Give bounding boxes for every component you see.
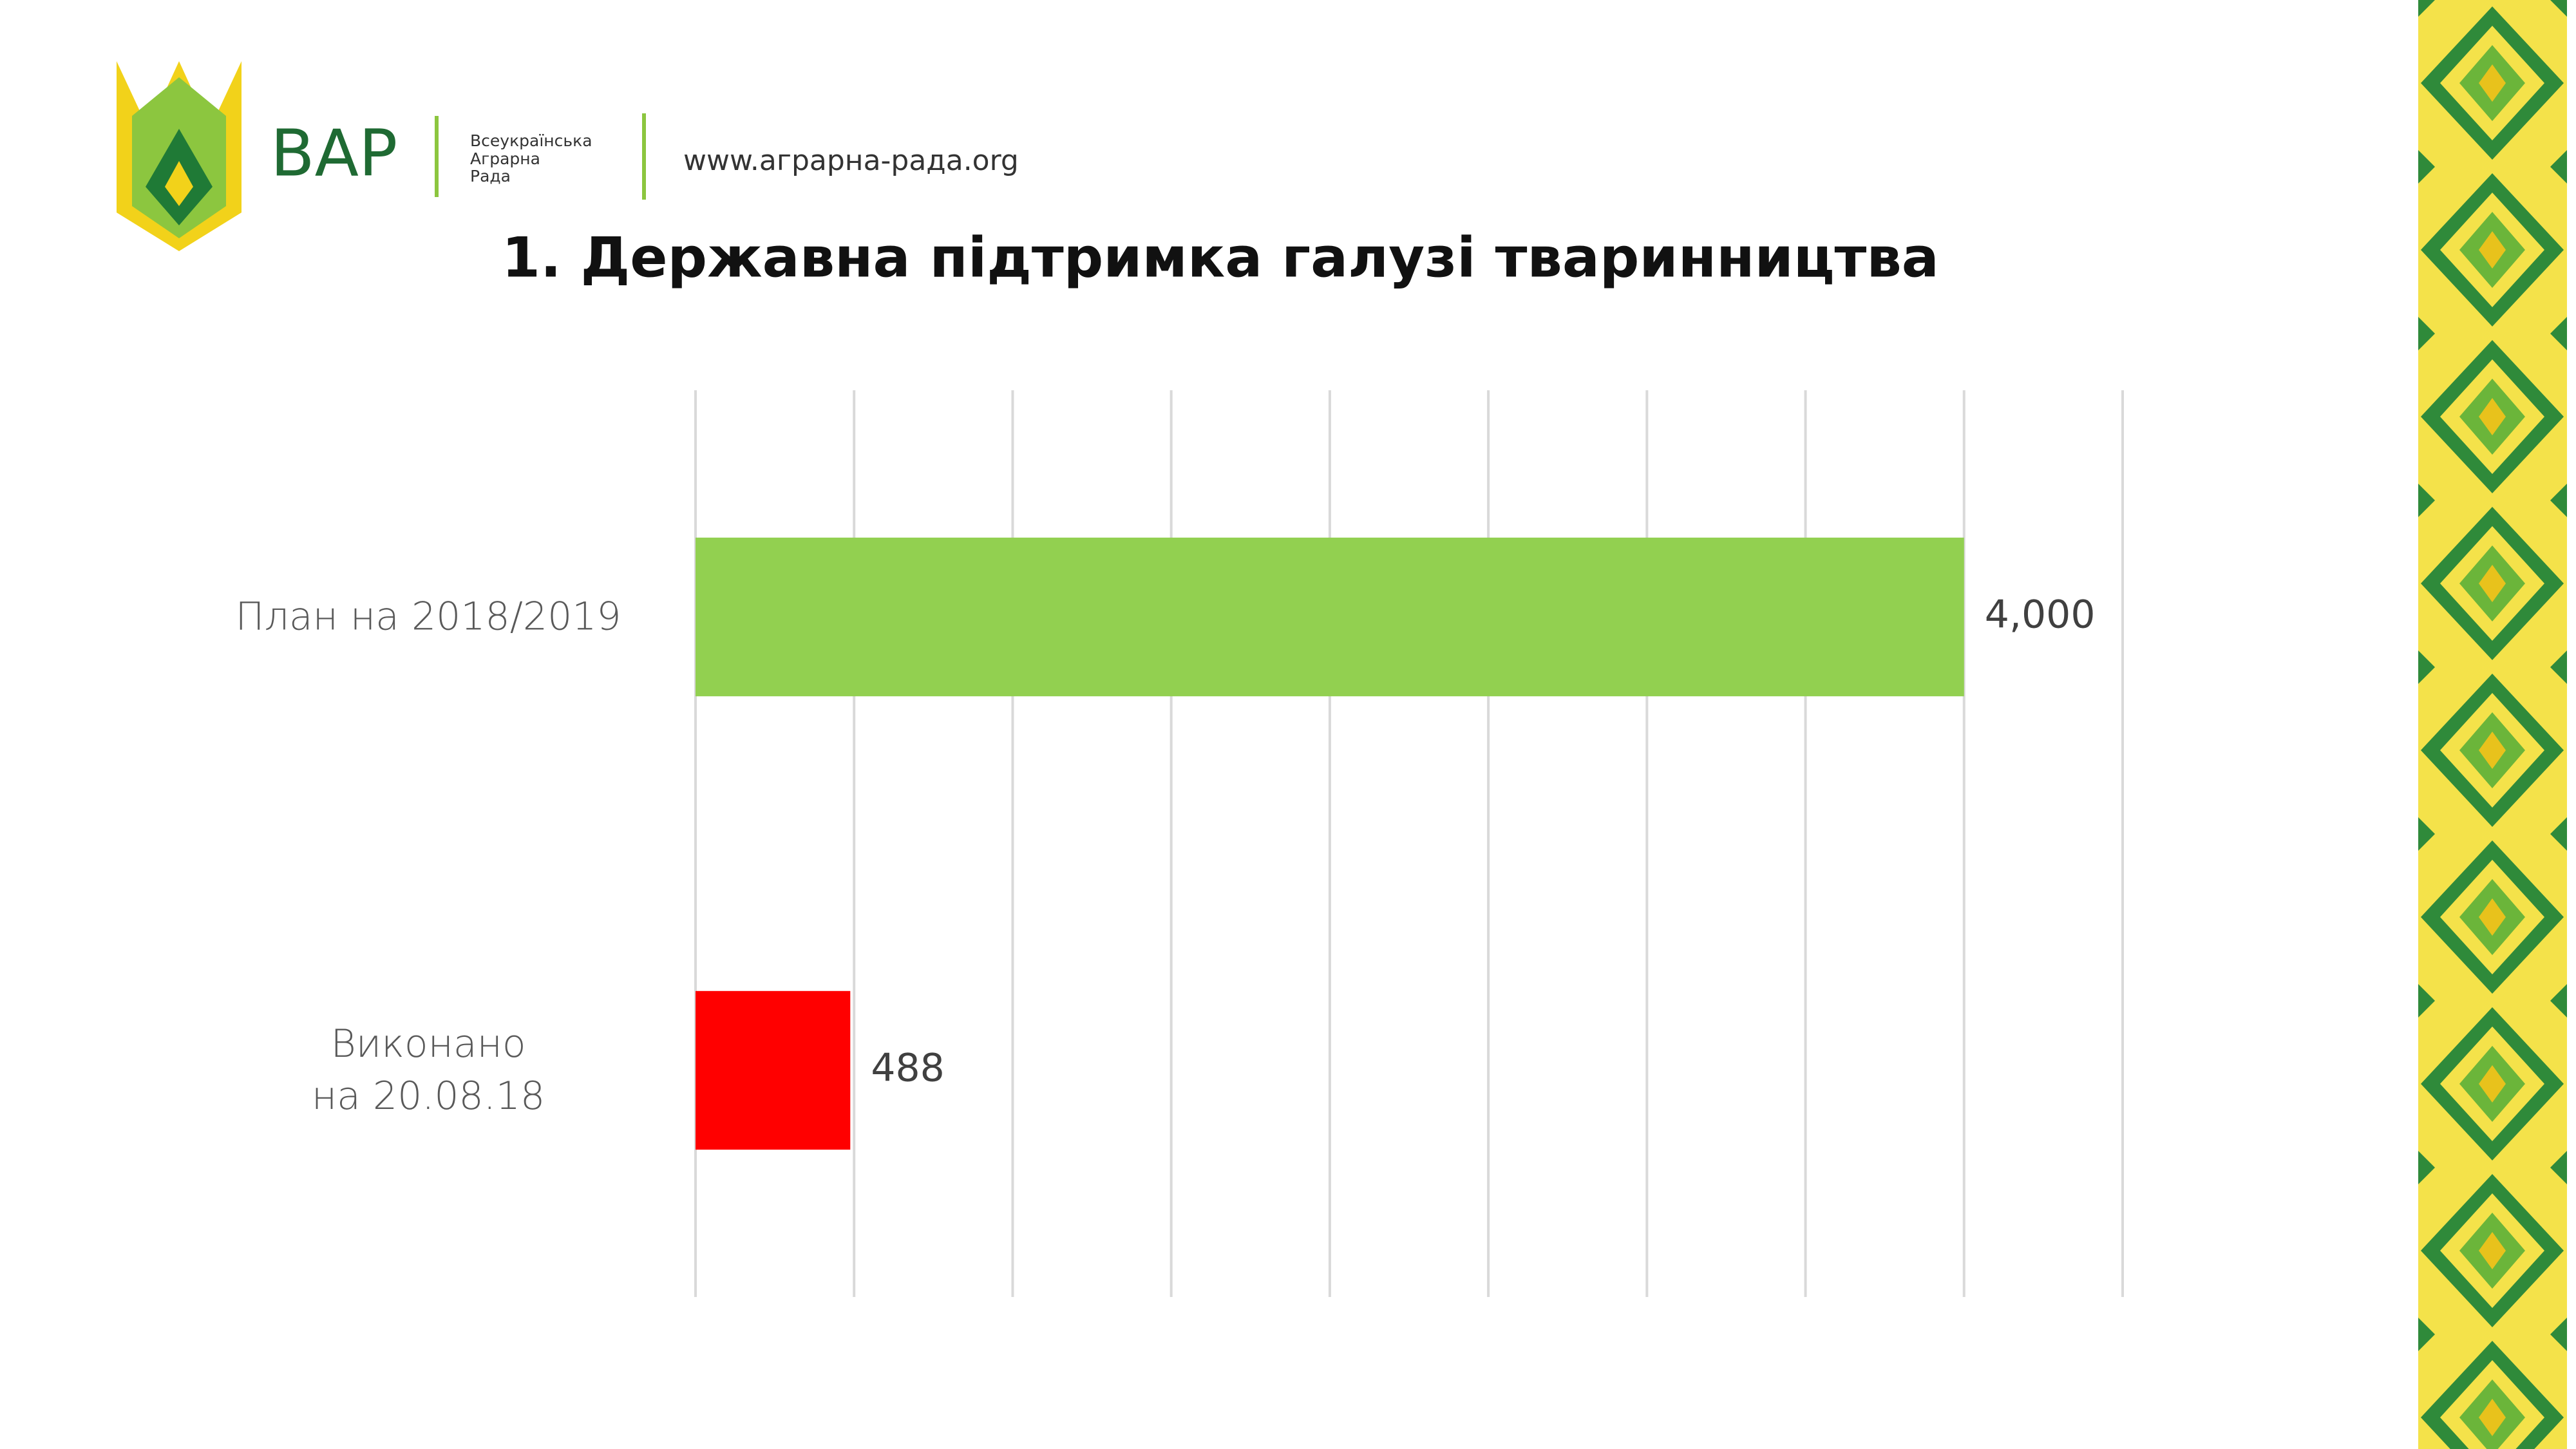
chart-title: 1. Державна підтримка галузі тваринництв… [502,225,1939,290]
logo [117,61,242,251]
ornament-border [2409,0,2576,1449]
website: www.аграрна-рада.org [683,144,1019,177]
bar [696,990,851,1150]
category-label: План на 2018/2019 [235,594,621,639]
category-label: Виконано на 20.08.18 [311,1021,545,1119]
value-label: 488 [871,1046,945,1091]
logo-subtitle: Всеукраїнська Аграрна Рада [470,131,592,185]
value-label: 4,000 [1985,592,2096,638]
logo-text: ВАР [270,115,397,191]
bar [696,537,1964,697]
